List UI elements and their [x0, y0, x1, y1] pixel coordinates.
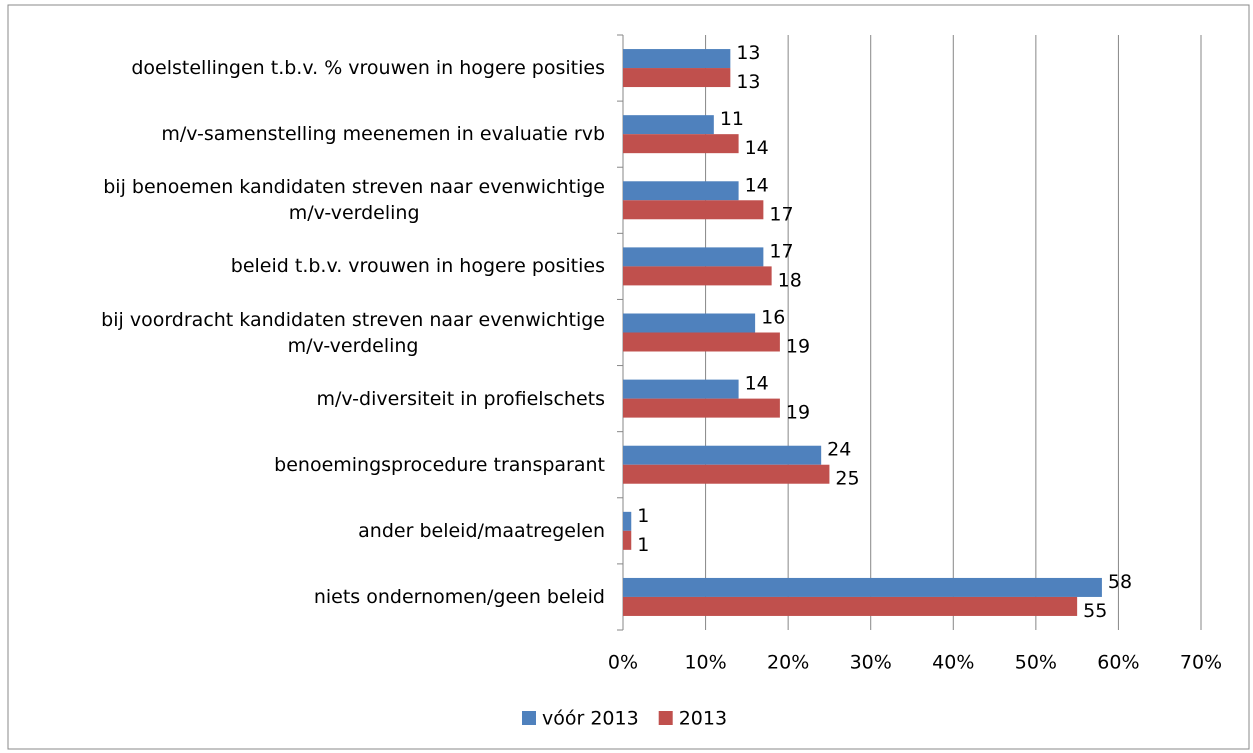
value-label: 17	[769, 240, 793, 262]
bar	[623, 49, 731, 69]
category-label: doelstellingen t.b.v. % vrouwen in hoger…	[131, 57, 605, 80]
x-tick-label: 20%	[767, 652, 809, 674]
value-label: 58	[1108, 571, 1132, 593]
legend-swatch	[522, 711, 536, 725]
bar	[623, 247, 764, 267]
bar	[623, 398, 780, 418]
value-label: 19	[786, 402, 810, 424]
x-tick-label: 40%	[932, 652, 974, 674]
value-label: 16	[761, 307, 785, 329]
value-label: 55	[1083, 600, 1107, 622]
bar	[623, 596, 1078, 616]
x-tick-label: 30%	[850, 652, 892, 674]
bar	[623, 511, 632, 531]
legend-label: 2013	[679, 708, 727, 730]
value-label: 13	[736, 71, 760, 93]
legend-label: vóór 2013	[542, 708, 639, 730]
value-label: 11	[720, 108, 744, 130]
category-label: beleid t.b.v. vrouwen in hogere posities	[230, 255, 605, 278]
category-label: bij voordracht kandidaten streven naar e…	[101, 308, 605, 357]
value-label: 14	[745, 373, 769, 395]
x-tick-label: 10%	[684, 652, 726, 674]
bar	[623, 379, 739, 399]
value-label: 19	[786, 336, 810, 358]
category-label: m/v-diversiteit in profielschets	[316, 387, 605, 410]
x-tick-label: 60%	[1097, 652, 1139, 674]
legend-swatch	[658, 711, 673, 725]
value-label: 1	[637, 534, 649, 556]
value-label: 1	[637, 505, 649, 527]
value-label: 13	[736, 42, 760, 64]
category-label: niets ondernomen/geen beleid	[313, 585, 605, 608]
bar	[623, 577, 1102, 597]
value-label: 17	[769, 203, 793, 225]
bar	[623, 181, 739, 201]
bar	[623, 115, 714, 135]
bar	[623, 313, 756, 333]
category-label: m/v-samenstelling meenemen in evaluatie …	[161, 123, 605, 146]
value-label: 14	[745, 174, 769, 196]
value-label: 24	[827, 439, 851, 461]
bar	[623, 332, 780, 352]
value-label: 14	[745, 137, 769, 159]
category-label: ander beleid/maatregelen	[358, 519, 605, 542]
x-tick-label: 70%	[1180, 652, 1222, 674]
bar	[623, 266, 772, 286]
x-tick-label: 50%	[1015, 652, 1057, 674]
x-tick-label: 0%	[608, 652, 638, 674]
bar	[623, 464, 830, 484]
bar	[623, 530, 632, 550]
bar	[623, 134, 739, 154]
category-label: benoemingsprocedure transparant	[274, 453, 605, 476]
value-label: 25	[835, 468, 859, 490]
bar	[623, 200, 764, 220]
bar	[623, 445, 822, 465]
category-label: bij benoemen kandidaten streven naar eve…	[103, 176, 605, 225]
bar	[623, 68, 731, 88]
value-label: 18	[778, 269, 802, 291]
